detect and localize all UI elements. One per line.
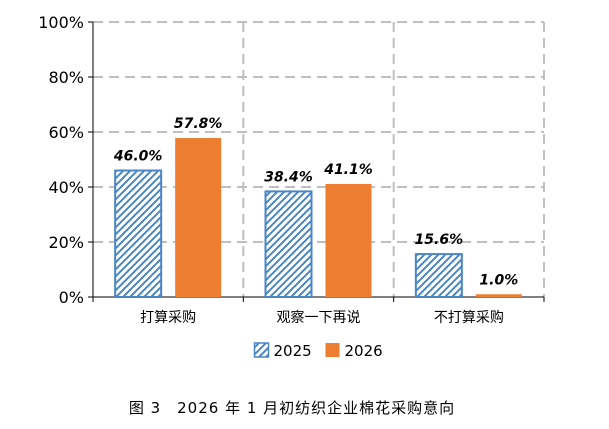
data-label-2025: 38.4%	[264, 169, 313, 185]
bar-2026	[175, 138, 222, 297]
legend-label-2026: 2026	[345, 342, 383, 360]
bar-2025	[264, 190, 313, 298]
legend-swatch-2026	[325, 343, 340, 357]
data-label-2025: 15.6%	[415, 232, 464, 248]
figure-caption: 图 3 2026 年 1 月初纺织企业棉花采购意向	[129, 399, 455, 417]
data-label-2025: 46.0%	[113, 149, 163, 165]
bar-2026	[475, 294, 522, 297]
y-tick-label: 20%	[48, 233, 84, 252]
x-category-label: 不打算采购	[434, 309, 504, 326]
x-category-label: 观察一下再说	[277, 309, 361, 326]
axes: 0% 20% 40% 60% 80% 100% 打算采购 观察一下再说 不打算采购	[38, 13, 545, 326]
y-tick-label: 0%	[59, 288, 84, 307]
x-category-label: 打算采购	[140, 309, 196, 326]
legend: 2025 2026	[253, 342, 383, 360]
data-label-2026: 57.8%	[174, 116, 223, 132]
bar-2025	[114, 169, 163, 298]
data-label-2026: 1.0%	[479, 272, 518, 288]
data-label-2026: 41.1%	[323, 162, 373, 178]
gridlines	[93, 21, 545, 297]
bar-2025	[414, 253, 463, 299]
legend-swatch-2025	[253, 342, 270, 358]
y-tick-label: 80%	[48, 68, 84, 87]
bars	[114, 138, 522, 299]
y-tick-label: 100%	[38, 13, 84, 32]
y-tick-label: 40%	[48, 178, 84, 197]
legend-label-2025: 2025	[274, 342, 312, 360]
bar-2026	[325, 183, 372, 297]
data-labels: 46.0% 57.8% 38.4% 41.1% 15.6% 1.0%	[113, 116, 518, 288]
y-tick-label: 60%	[48, 123, 84, 142]
